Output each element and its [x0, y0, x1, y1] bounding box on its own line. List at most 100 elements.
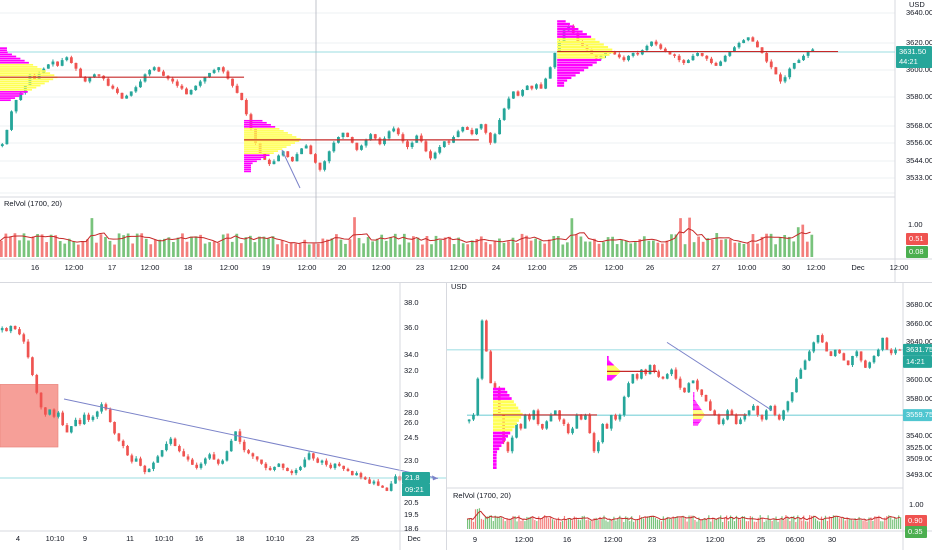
volume-profile-row	[557, 58, 602, 62]
candle-body	[26, 341, 30, 358]
relvol-bar	[371, 241, 374, 257]
relvol-bar	[339, 239, 343, 257]
relvol-bar	[682, 515, 684, 529]
candle-body	[523, 414, 527, 429]
candle-body	[13, 325, 17, 330]
relvol-bar	[476, 508, 479, 529]
relvol-bar	[40, 234, 44, 257]
candle-body	[355, 142, 359, 150]
relvol-bar	[516, 243, 519, 257]
candle-body	[650, 41, 653, 46]
volume-profile-row	[693, 409, 702, 411]
relvol-bar	[686, 521, 688, 529]
candle-body	[281, 463, 285, 468]
relvol-bar	[190, 236, 193, 257]
candle-body	[51, 61, 55, 65]
relvol-bar	[706, 238, 710, 257]
relvol-bar	[36, 233, 39, 257]
candle-body	[74, 62, 78, 69]
relvol-bar	[76, 244, 80, 257]
candle-body	[108, 409, 112, 422]
pane-divider-horizontal[interactable]	[0, 282, 932, 283]
relvol-bar	[561, 244, 565, 257]
top-chart-pane[interactable]: USD 3640.00 3620.00 3600.00 3580.00 3568.00 35…	[0, 0, 932, 282]
bottom-left-chart-svg[interactable]: 38.0 36.0 34.0 32.0 30.0 28.026.0 24.5 23.0 20.5…	[0, 283, 446, 550]
candle-body	[622, 57, 626, 61]
volume-profile-row	[493, 390, 508, 394]
candle-body	[825, 342, 828, 352]
candle-body	[864, 360, 867, 368]
candle-body	[511, 91, 515, 99]
relvol-bar	[747, 243, 750, 257]
relvol-bar	[620, 239, 624, 257]
rectangle-drawing[interactable]	[0, 384, 59, 448]
candle-body	[475, 128, 478, 135]
relvol-bar	[658, 519, 660, 529]
candle-body	[69, 57, 73, 63]
relvol-bar	[498, 516, 500, 529]
relvol-bar	[526, 516, 528, 529]
relvol-bar	[781, 516, 783, 529]
trendline-drawing[interactable]	[666, 341, 773, 411]
trendline-drawing[interactable]	[63, 398, 439, 479]
candle-body	[44, 407, 47, 415]
countdown-label-bg	[903, 355, 932, 368]
candle-body	[212, 70, 216, 73]
candle-body	[83, 77, 87, 82]
candle-body	[683, 387, 686, 393]
candle-body	[760, 47, 764, 53]
relvol-bar	[615, 244, 619, 257]
relvol-bar	[692, 515, 694, 529]
bottom-left-chart-pane[interactable]: 38.0 36.0 34.0 32.0 30.0 28.0 26.0 24.5 23.0 20.5…	[0, 283, 446, 550]
relvol-bar	[312, 243, 316, 257]
candle-body	[130, 455, 134, 462]
relvol-bar	[683, 244, 687, 257]
volume-profile-row	[244, 121, 267, 124]
relvol-bar	[552, 519, 554, 529]
bottom-right-chart-pane[interactable]: USD3680.003660.003640.003620.003600.0035…	[447, 283, 932, 550]
volume-profile-row	[493, 415, 522, 419]
time-axis-label: 19	[262, 263, 270, 272]
volume-profile-row	[607, 357, 609, 359]
relvol-bar	[258, 236, 261, 257]
relvol-bar	[688, 217, 691, 257]
drawing-arrow[interactable]	[281, 149, 301, 189]
price-tick-label: 28.0	[404, 408, 419, 417]
candle-body	[65, 425, 69, 433]
relvol-bar	[741, 516, 744, 529]
relvol-bar	[611, 236, 614, 257]
price-tick-label: 23.0	[404, 456, 419, 465]
candle-body	[363, 477, 367, 480]
candle-body	[143, 74, 147, 82]
pane-divider-vertical[interactable]	[446, 283, 447, 550]
price-tick-label: 3580.00	[906, 394, 932, 403]
volume-profile-row	[493, 422, 517, 426]
relvol-bar	[697, 236, 700, 257]
relvol-bar	[662, 516, 664, 529]
volume-profile-row	[0, 78, 54, 81]
candle-body	[562, 419, 566, 425]
relvol-bar	[547, 239, 551, 257]
candle-body	[515, 424, 518, 438]
candle-body	[782, 410, 785, 420]
time-axis-label: 9	[473, 535, 477, 544]
relvol-bar	[753, 521, 755, 529]
relvol-bar	[0, 240, 3, 257]
relvol-bar	[844, 520, 846, 529]
time-axis-label: 17	[108, 263, 116, 272]
relvol-bar	[836, 516, 838, 529]
candle-body	[182, 451, 186, 457]
candle-body	[889, 349, 893, 354]
relvol-bar	[642, 518, 645, 529]
relvol-bar	[796, 227, 800, 257]
relvol-bar	[609, 518, 611, 529]
candle-body	[605, 424, 609, 429]
candle-body	[91, 416, 95, 420]
relvol-bar	[475, 238, 479, 257]
candle-body	[392, 128, 396, 132]
relvol-bar	[565, 520, 568, 529]
candle-body	[539, 84, 543, 89]
candle-body	[255, 456, 259, 460]
bottom-right-chart-svg[interactable]: USD3680.003660.003640.003620.003600.0035…	[447, 283, 932, 550]
